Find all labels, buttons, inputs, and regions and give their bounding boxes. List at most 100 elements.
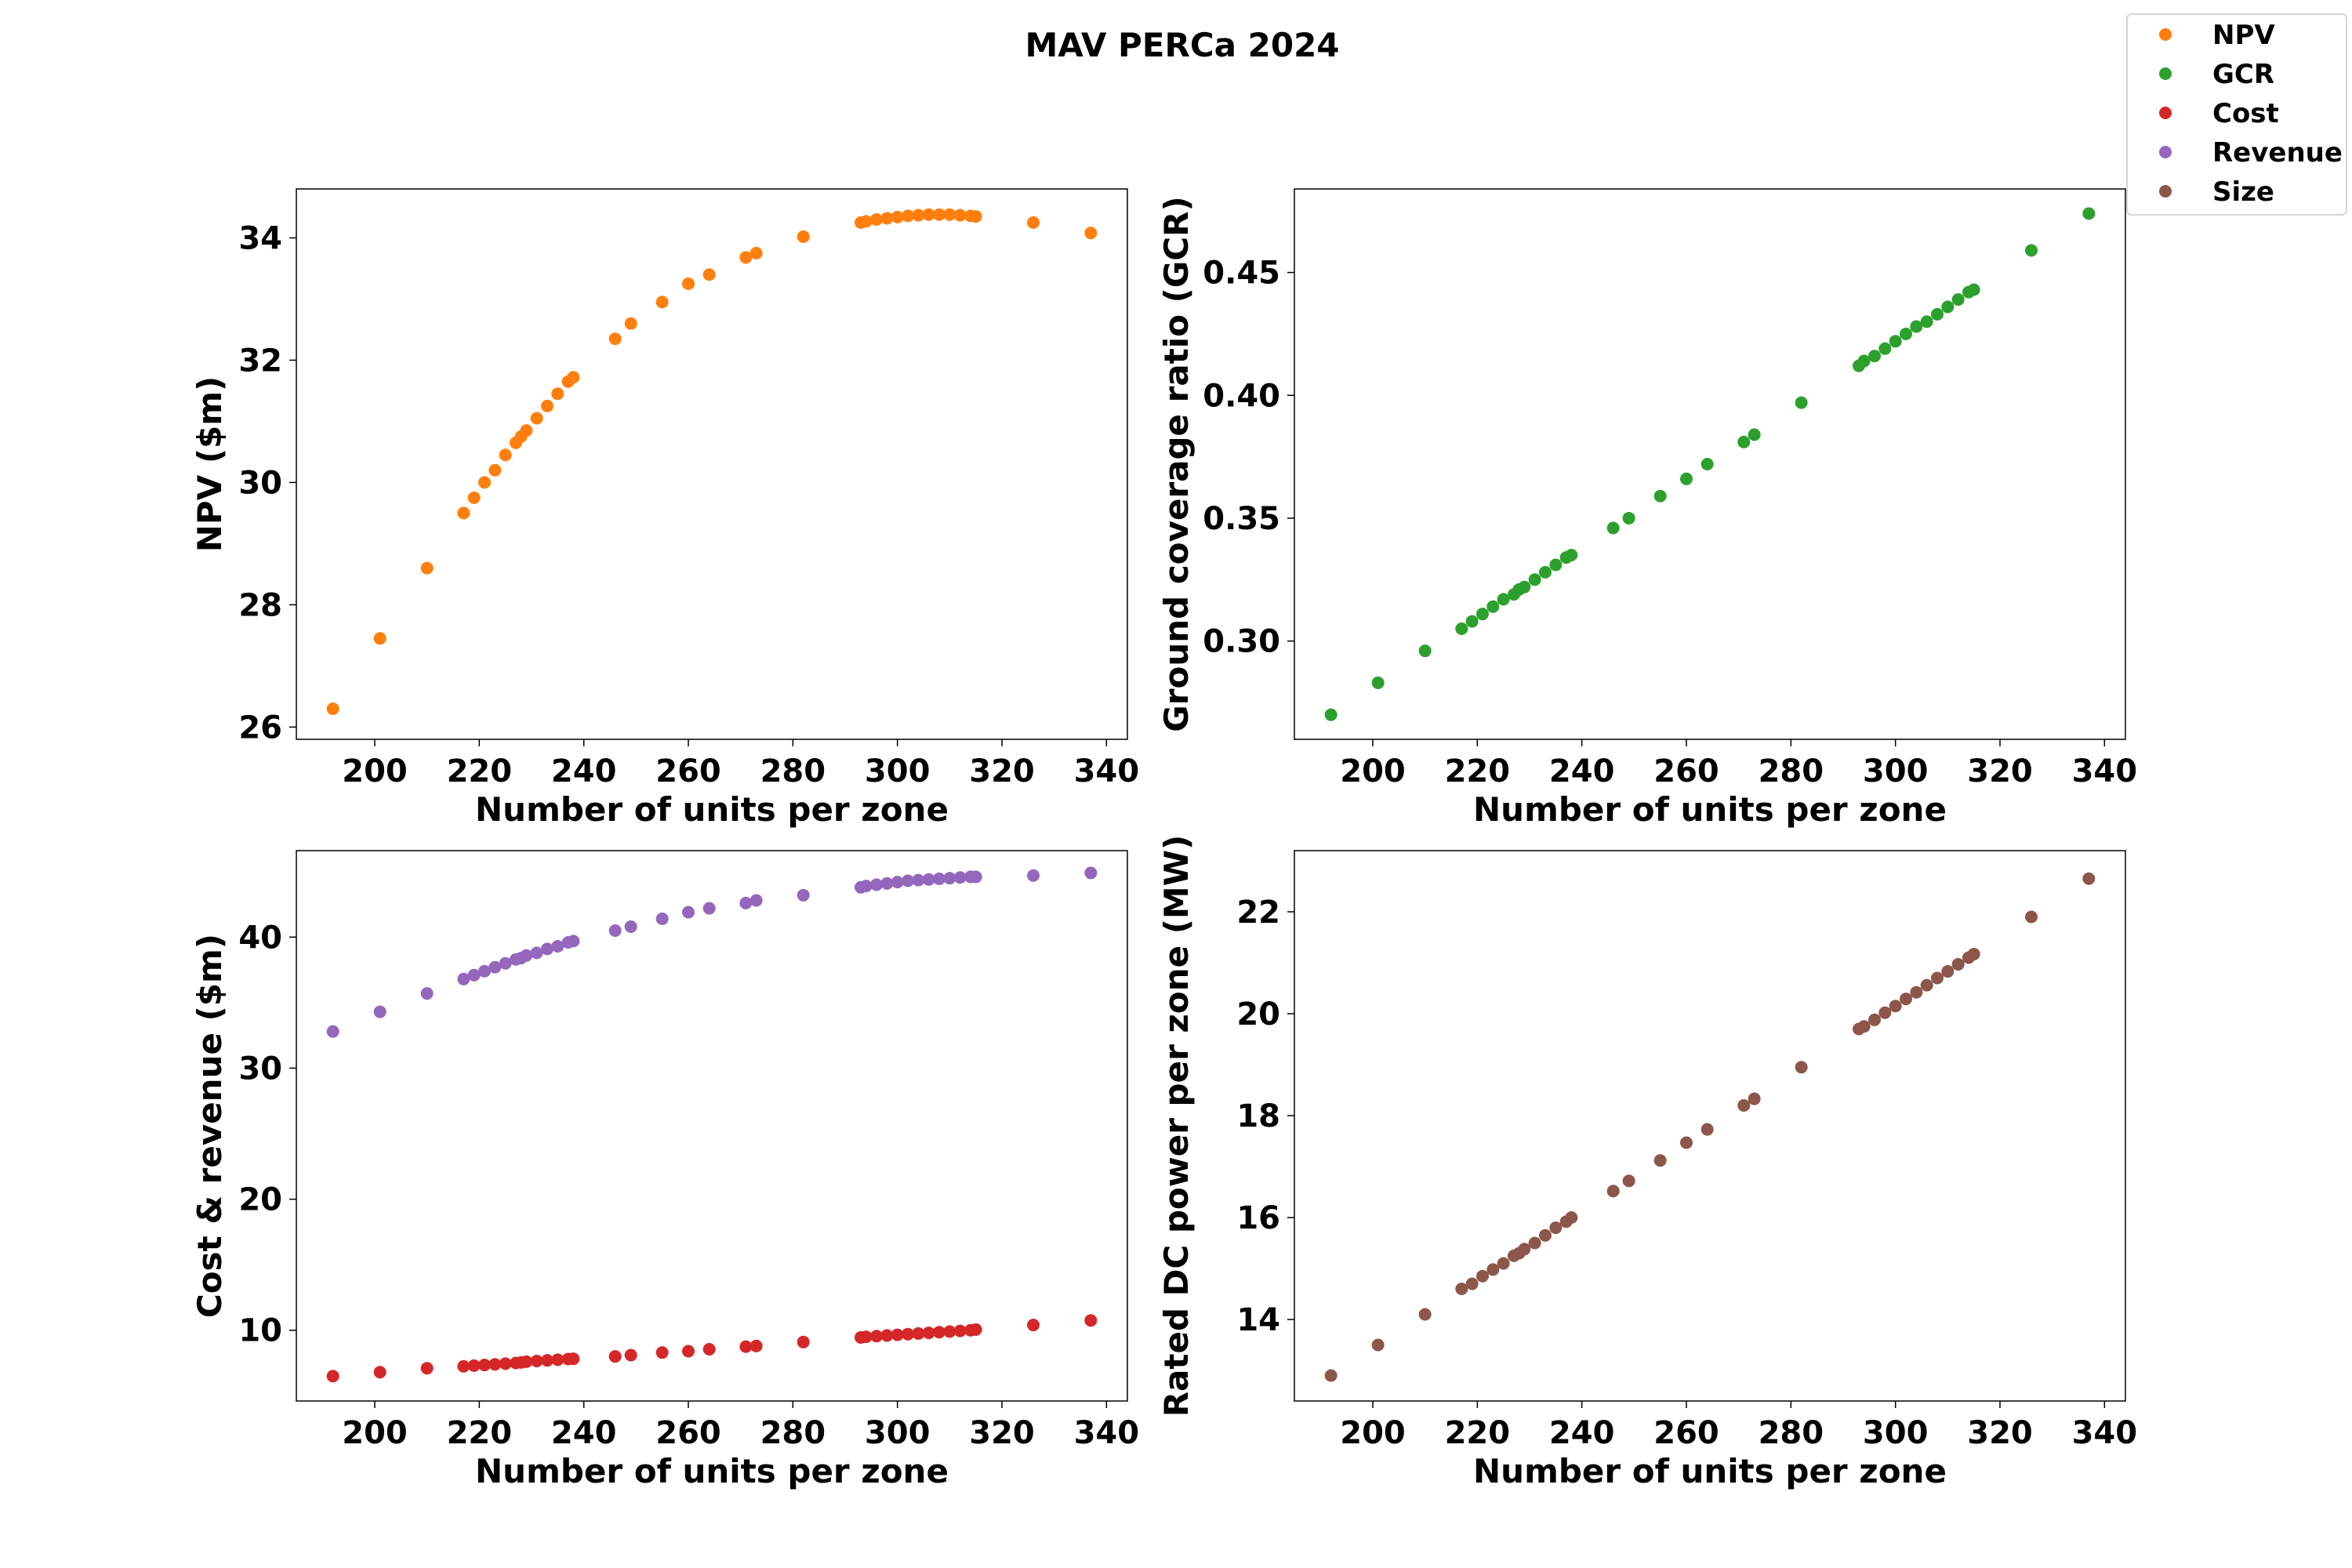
x-tick-label: 300 bbox=[1863, 753, 1929, 789]
point-gcr bbox=[1737, 435, 1751, 448]
point-gcr bbox=[1951, 293, 1965, 307]
point-gcr bbox=[1857, 354, 1871, 368]
point-size bbox=[1868, 1013, 1881, 1026]
point-npv bbox=[880, 212, 894, 225]
point-npv bbox=[499, 448, 512, 462]
legend-marker-revenue bbox=[2159, 146, 2172, 158]
x-tick-label: 300 bbox=[865, 1415, 931, 1451]
point-npv bbox=[488, 463, 502, 477]
point-revenue bbox=[420, 987, 434, 1000]
x-tick-label: 240 bbox=[1549, 753, 1615, 789]
y-tick-label: 18 bbox=[1236, 1098, 1280, 1134]
point-gcr bbox=[2082, 207, 2096, 220]
point-cost bbox=[520, 1355, 533, 1368]
legend-frame bbox=[2126, 13, 2347, 216]
subplot-size: 200 220 240 260 280 300 320 340 14 16 18 20 22 Number… bbox=[1157, 835, 2137, 1490]
point-revenue bbox=[702, 902, 716, 915]
y-tick-label: 32 bbox=[238, 343, 282, 379]
point-size bbox=[1371, 1338, 1385, 1352]
point-size bbox=[1941, 965, 1955, 978]
point-size bbox=[1878, 1006, 1892, 1019]
point-revenue bbox=[880, 877, 894, 890]
point-cost bbox=[953, 1324, 967, 1338]
y-tick-label: 30 bbox=[238, 465, 282, 501]
point-npv bbox=[551, 387, 564, 401]
point-npv bbox=[953, 209, 967, 222]
point-size bbox=[1951, 957, 1965, 971]
point-revenue bbox=[530, 946, 543, 960]
point-size bbox=[2082, 872, 2096, 885]
point-npv bbox=[891, 210, 904, 223]
point-gcr bbox=[1680, 472, 1693, 485]
x-tick-label: 240 bbox=[551, 753, 617, 789]
point-size bbox=[1857, 1020, 1871, 1033]
y-tick-label: 10 bbox=[238, 1313, 282, 1349]
point-revenue bbox=[953, 871, 967, 884]
point-size bbox=[1889, 1000, 1902, 1013]
y-tick-label: 26 bbox=[238, 710, 282, 746]
point-size bbox=[1700, 1123, 1714, 1136]
point-gcr bbox=[1486, 600, 1500, 613]
x-tick-label: 200 bbox=[342, 1415, 408, 1451]
x-tick-label: 340 bbox=[2072, 1415, 2138, 1451]
point-npv bbox=[969, 210, 982, 223]
x-tick-label: 200 bbox=[342, 753, 408, 789]
point-npv bbox=[1027, 216, 1040, 229]
point-gcr bbox=[1606, 521, 1620, 535]
point-revenue bbox=[499, 956, 512, 970]
point-gcr bbox=[1497, 593, 1510, 606]
y-tick-label: 28 bbox=[238, 587, 282, 623]
x-tick-label: 260 bbox=[1653, 1415, 1719, 1451]
point-gcr bbox=[2025, 244, 2038, 257]
x-tick-label: 260 bbox=[655, 1415, 721, 1451]
point-npv bbox=[567, 371, 580, 384]
point-size bbox=[1518, 1243, 1531, 1256]
legend-marker-npv bbox=[2159, 28, 2172, 41]
point-revenue bbox=[943, 872, 956, 885]
point-size bbox=[1931, 971, 1944, 985]
point-revenue bbox=[750, 894, 763, 907]
point-size bbox=[1418, 1308, 1432, 1321]
point-npv bbox=[797, 230, 810, 243]
point-size bbox=[1549, 1221, 1563, 1234]
point-revenue bbox=[870, 878, 883, 891]
y-tick-label: 0.45 bbox=[1203, 256, 1280, 292]
point-size bbox=[1324, 1369, 1338, 1382]
point-size bbox=[1565, 1211, 1578, 1224]
y-tick-label: 20 bbox=[238, 1182, 282, 1218]
point-revenue bbox=[682, 906, 695, 919]
point-cost bbox=[530, 1355, 543, 1368]
point-gcr bbox=[1371, 676, 1385, 689]
point-size bbox=[1795, 1061, 1808, 1074]
point-npv bbox=[467, 491, 481, 504]
point-gcr bbox=[1476, 608, 1489, 621]
point-revenue bbox=[488, 960, 502, 974]
subplot-npv: 200 220 240 260 280 300 320 340 26 28 30 32 34 Number… bbox=[191, 188, 1140, 829]
point-size bbox=[1737, 1099, 1751, 1112]
y-tick-label: 30 bbox=[238, 1051, 282, 1087]
point-revenue bbox=[922, 873, 935, 886]
y-tick-label: 0.30 bbox=[1203, 624, 1280, 660]
legend-label-gcr: GCR bbox=[2212, 59, 2274, 90]
point-gcr bbox=[1653, 489, 1667, 503]
point-revenue bbox=[567, 935, 580, 948]
legend-label-cost: Cost bbox=[2212, 98, 2279, 129]
point-size bbox=[1606, 1185, 1620, 1198]
point-npv bbox=[624, 317, 637, 330]
point-npv bbox=[933, 208, 946, 221]
point-revenue bbox=[797, 888, 810, 902]
point-revenue bbox=[467, 968, 481, 982]
x-tick-label: 340 bbox=[1074, 753, 1140, 789]
x-tick-label: 300 bbox=[865, 753, 931, 789]
subplot-gcr: 200 220 240 260 280 300 320 340 0.30 0.35 0.40 0.45… bbox=[1157, 188, 2137, 829]
point-cost bbox=[655, 1346, 669, 1359]
point-cost bbox=[702, 1342, 716, 1356]
point-size bbox=[1528, 1236, 1541, 1250]
legend-marker-size bbox=[2159, 185, 2172, 198]
point-gcr bbox=[1967, 283, 1980, 296]
point-npv bbox=[750, 246, 763, 260]
point-revenue bbox=[655, 912, 669, 925]
y-tick-label: 40 bbox=[238, 920, 282, 956]
point-npv bbox=[922, 208, 935, 221]
point-cost bbox=[870, 1330, 883, 1343]
